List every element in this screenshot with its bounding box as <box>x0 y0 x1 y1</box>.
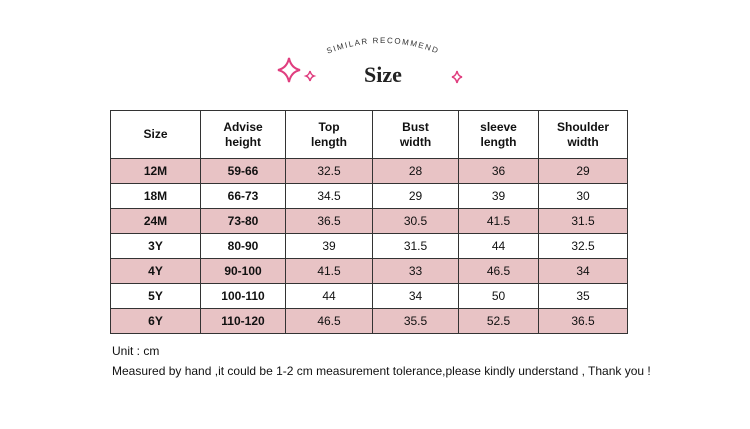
table-cell: 66-73 <box>200 183 286 209</box>
table-cell: 12M <box>110 158 201 184</box>
table-row: 4Y 90-100 41.5 33 46.5 34 <box>110 258 628 284</box>
header-row: Size Advise height Top length Bust width sle… <box>110 110 628 159</box>
title: Size <box>364 62 402 87</box>
table-cell: 100-110 <box>200 283 286 309</box>
column-header: Size <box>110 110 201 159</box>
header: SIMILAR RECOMMEND Size <box>277 36 463 87</box>
table-cell: 30.5 <box>372 208 459 234</box>
table-cell: 29 <box>372 183 459 209</box>
table-cell: 44 <box>458 233 539 259</box>
table-row: 5Y 100-110 44 34 50 35 <box>110 283 628 309</box>
table-cell: 5Y <box>110 283 201 309</box>
table-cell: 52.5 <box>458 308 539 334</box>
table-cell: 35.5 <box>372 308 459 334</box>
column-header: Advise height <box>200 110 286 159</box>
sparkle <box>303 70 317 82</box>
table-cell: 28 <box>372 158 459 184</box>
column-header: Bust width <box>372 110 459 159</box>
size-table: Size Advise height Top length Bust width sle… <box>110 110 628 334</box>
table-row: 24M 73-80 36.5 30.5 41.5 31.5 <box>110 208 628 234</box>
table-cell: 44 <box>285 283 373 309</box>
unit-note: Unit : cm <box>112 344 160 358</box>
table-cell: 31.5 <box>538 208 628 234</box>
subtitle-path: SIMILAR RECOMMEND <box>325 36 439 56</box>
table-cell: 29 <box>538 158 628 184</box>
column-header: sleeve length <box>458 110 539 159</box>
table-cell: 90-100 <box>200 258 286 284</box>
table-cell: 46.5 <box>458 258 539 284</box>
table-row: 3Y 80-90 39 31.5 44 32.5 <box>110 233 628 259</box>
sparkle <box>277 57 301 83</box>
table-cell: 80-90 <box>200 233 286 259</box>
table-cell: 59-66 <box>200 158 286 184</box>
table-cell: 31.5 <box>372 233 459 259</box>
table-cell: 46.5 <box>285 308 373 334</box>
table-row: 18M 66-73 34.5 29 39 30 <box>110 183 628 209</box>
tolerance-note: Measured by hand ,it could be 1-2 cm mea… <box>112 364 651 378</box>
table-cell: 34 <box>538 258 628 284</box>
column-header: Shoulder width <box>538 110 628 159</box>
table-row: 12M 59-66 32.5 28 36 29 <box>110 158 628 184</box>
table-cell: 32.5 <box>285 158 373 184</box>
table-cell: 35 <box>538 283 628 309</box>
table-cell: 36.5 <box>285 208 373 234</box>
table-cell: 36.5 <box>538 308 628 334</box>
table-cell: 3Y <box>110 233 201 259</box>
table-cell: 34 <box>372 283 459 309</box>
table-cell: 24M <box>110 208 201 234</box>
table-cell: 18M <box>110 183 201 209</box>
table-cell: 50 <box>458 283 539 309</box>
table-cell: 41.5 <box>458 208 539 234</box>
table-cell: 39 <box>458 183 539 209</box>
table-cell: 110-120 <box>200 308 286 334</box>
table-cell: 73-80 <box>200 208 286 234</box>
column-header: Top length <box>285 110 373 159</box>
table-body: 12M 59-66 32.5 28 36 29 18M 66-73 34.5 29 39 30 24M 7… <box>110 158 628 334</box>
table-cell: 32.5 <box>538 233 628 259</box>
table-row: 6Y 110-120 46.5 35.5 52.5 36.5 <box>110 308 628 334</box>
table-cell: 4Y <box>110 258 201 284</box>
table-cell: 41.5 <box>285 258 373 284</box>
table-cell: 33 <box>372 258 459 284</box>
table-cell: 34.5 <box>285 183 373 209</box>
table-cell: 30 <box>538 183 628 209</box>
table-cell: 36 <box>458 158 539 184</box>
table-cell: 39 <box>285 233 373 259</box>
sparkle <box>451 70 463 84</box>
table-cell: 6Y <box>110 308 201 334</box>
subtitle: SIMILAR RECOMMEND <box>325 36 440 56</box>
